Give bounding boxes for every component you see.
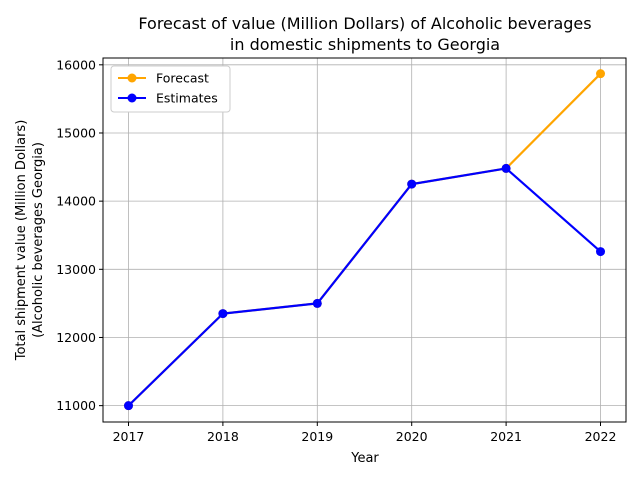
y-tick-label: 14000 — [56, 194, 96, 209]
series-line-estimates — [127, 167, 602, 407]
y-tick-label: 16000 — [56, 57, 96, 72]
legend-estimates-label: Estimates — [156, 91, 218, 106]
x-tick-label: 2021 — [490, 429, 522, 444]
series-line-forecast — [127, 72, 602, 407]
legend-forecast-marker — [127, 73, 137, 83]
legend: Forecast Estimates — [110, 65, 231, 113]
chart-title-line-1: Forecast of value (Million Dollars) of A… — [138, 14, 591, 33]
data-point-forecast — [596, 69, 606, 79]
y-tick-label: 12000 — [56, 330, 96, 345]
x-tick-label: 2018 — [207, 429, 239, 444]
data-point-estimates — [218, 309, 228, 319]
y-tick-label: 15000 — [56, 125, 96, 140]
grid-lines — [103, 58, 626, 422]
x-tick-label: 2017 — [113, 429, 145, 444]
legend-forecast-label: Forecast — [156, 71, 209, 86]
plot-frame — [102, 57, 627, 423]
x-tick-label: 2020 — [396, 429, 428, 444]
chart-title-line-2: in domestic shipments to Georgia — [230, 35, 500, 54]
x-tick-label: 2019 — [301, 429, 333, 444]
data-point-estimates — [123, 401, 133, 411]
data-point-estimates — [596, 247, 606, 257]
y-tick-label: 11000 — [56, 398, 96, 413]
series-layer — [123, 69, 606, 411]
data-point-estimates — [407, 179, 417, 189]
legend-estimates-marker — [127, 93, 137, 103]
y-tick-label: 13000 — [56, 262, 96, 277]
data-point-estimates — [501, 163, 511, 173]
y-axis-label-line-2: (Alcoholic beverages Georgia) — [31, 142, 46, 338]
data-point-estimates — [312, 298, 322, 308]
x-axis-label: Year — [350, 451, 379, 466]
axis-ticks: 2017 2018 2019 2020 2021 2022 11000 12000 13000 1… — [56, 57, 616, 444]
x-tick-label: 2022 — [585, 429, 617, 444]
y-axis-label-line-1: Total shipment value (Million Dollars) — [14, 120, 29, 362]
